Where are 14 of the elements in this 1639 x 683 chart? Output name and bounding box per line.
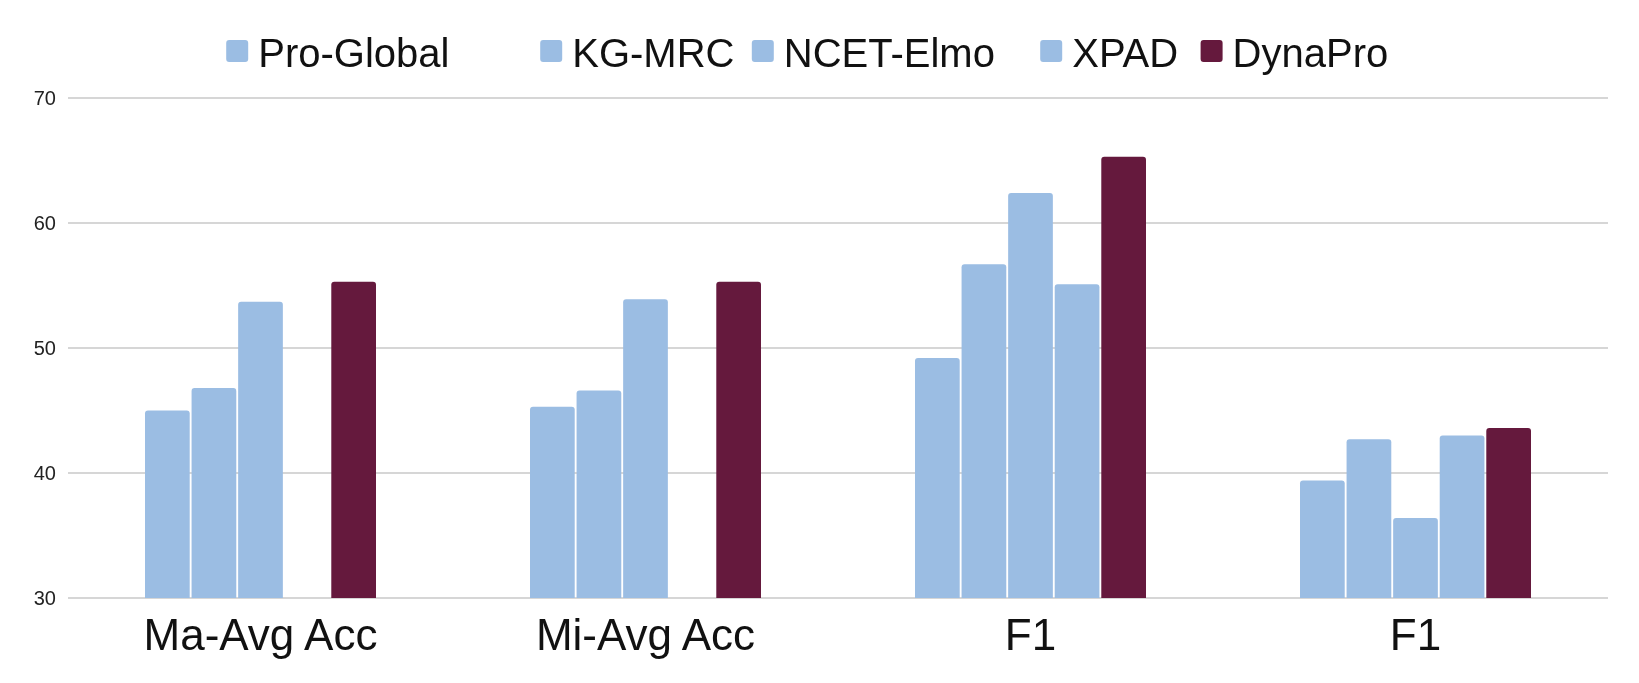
x-tick-label: Ma-Avg Acc: [143, 610, 378, 659]
y-tick-label: 30: [33, 587, 56, 609]
y-tick-label: 40: [33, 462, 56, 484]
y-tick-label: 50: [33, 337, 56, 359]
legend-label: DynaPro: [1232, 31, 1389, 75]
legend-label: NCET-Elmo: [783, 31, 995, 75]
x-tick-label: F1: [1004, 610, 1057, 659]
y-tick-label: 60: [33, 212, 56, 234]
x-tick-label: F1: [1389, 610, 1442, 659]
legend-label: XPAD: [1072, 31, 1179, 75]
x-tick-label: Mi-Avg Acc: [535, 610, 756, 659]
y-tick-label: 70: [33, 87, 56, 109]
legend-label: KG-MRC: [572, 31, 735, 75]
legend-label: Pro-Global: [258, 31, 450, 75]
